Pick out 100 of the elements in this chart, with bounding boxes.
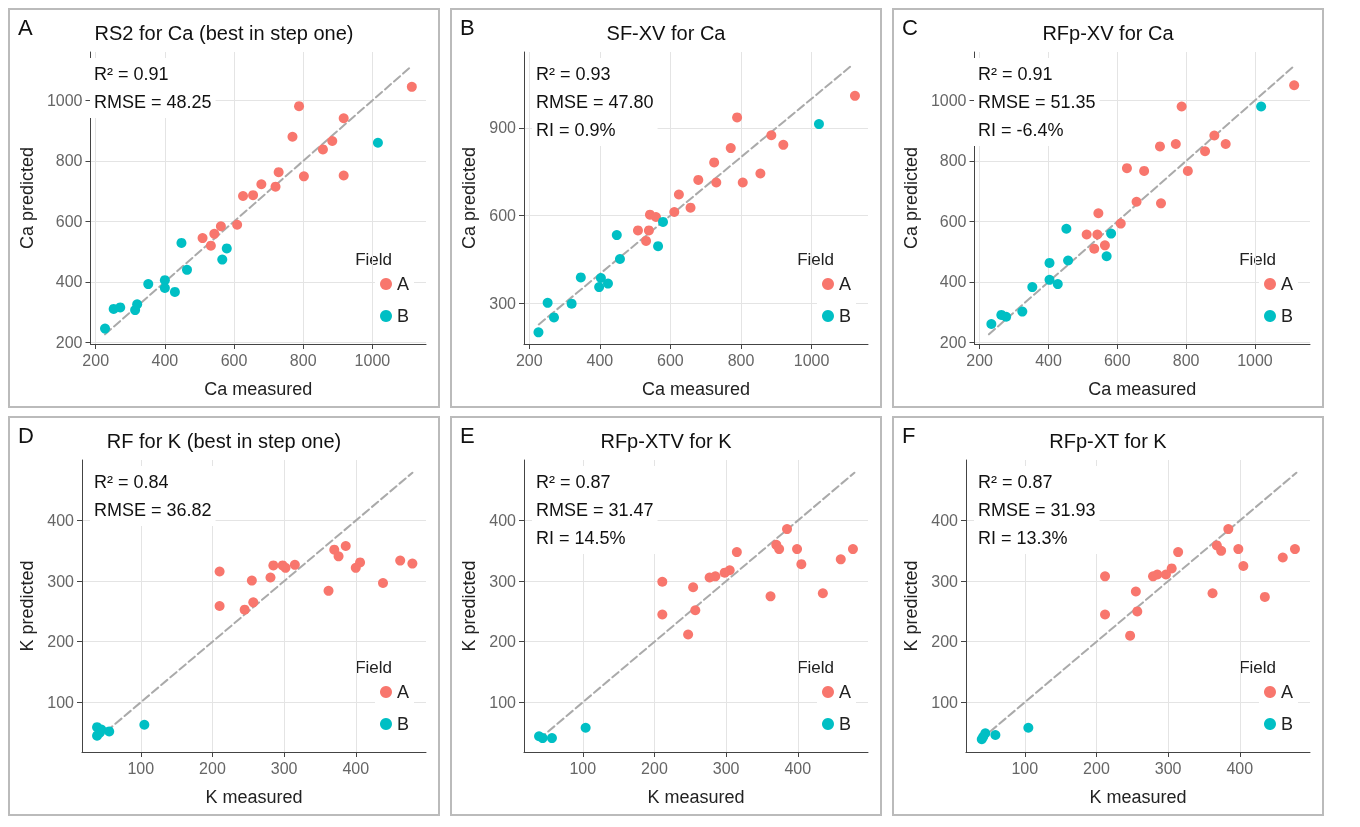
point [782,524,793,535]
point [1125,630,1136,641]
point [683,629,694,640]
point [755,168,766,179]
point [847,544,858,555]
point [1223,524,1234,535]
point [990,730,1001,741]
point [108,303,119,314]
point [849,90,860,101]
x-axis-title: K measured [205,787,303,807]
y-tick-label: 400 [939,273,967,291]
point [1139,165,1150,176]
annotation: RMSE = 51.35 [978,92,1096,112]
text: B [460,14,475,40]
point [792,544,803,555]
y-tick-label: 100 [931,693,959,711]
y-tick-label: 1000 [930,91,967,109]
annotation: RI = -6.4% [978,120,1064,140]
x-tick-label: 400 [342,759,370,777]
y-tick-label: 600 [55,212,83,230]
x-tick-label: 1000 [1237,351,1273,369]
point [709,157,720,168]
point [1044,257,1055,268]
annotation: R² = 0.93 [536,64,611,84]
x-tick-label: 400 [1226,759,1254,777]
annotation: RI = 0.9% [536,120,616,140]
x-tick-label: 200 [1083,759,1110,777]
point [657,576,668,587]
x-tick-label: 600 [1103,351,1131,369]
point [1160,569,1171,580]
x-tick-label: 600 [220,351,248,369]
point [1182,165,1193,176]
annotation: R² = 0.87 [536,472,611,492]
point [378,577,388,588]
point [1207,588,1218,599]
point [407,558,418,569]
point [1093,208,1104,219]
y-tick-label: 800 [55,152,83,170]
point [1115,218,1126,229]
point [1173,547,1184,558]
point [1001,311,1012,322]
text: C [902,14,918,40]
point [549,312,559,323]
chart-title: RFp-XTV for K [600,430,733,452]
text: D [18,422,34,448]
point [711,177,722,188]
point [732,112,743,123]
legend-title: Field [355,250,393,269]
point [796,559,807,570]
point [778,139,789,150]
x-tick-label: 400 [784,759,812,777]
point [1121,163,1132,174]
point [143,279,154,290]
x-tick-label: 300 [712,759,740,777]
point [1131,196,1142,207]
point [1089,243,1100,254]
y-tick-label: 800 [939,152,967,170]
point [835,554,846,565]
y-tick-label: 100 [47,693,75,711]
point [205,240,216,251]
point [1081,229,1092,240]
y-tick-label: 400 [489,512,517,530]
point [1216,545,1227,556]
x-tick-label: 600 [657,351,684,369]
text: A [18,14,33,40]
x-tick-label: 800 [289,351,317,369]
point [817,588,828,599]
annotation: RMSE = 48.25 [94,92,212,112]
point [289,559,300,570]
legend-title: Field [1239,658,1277,677]
x-tick-label: 200 [515,351,543,369]
annotation: RMSE = 31.47 [536,500,654,520]
point [1289,544,1300,555]
x-tick-label: 800 [727,351,755,369]
annotation: RI = 14.5% [536,528,626,548]
y-axis-title: Ca predicted [459,146,479,250]
point [1200,146,1211,157]
legend-label: A [838,274,852,294]
y-tick-label: 200 [931,633,959,651]
y-tick-label: 300 [931,572,959,590]
legend-label: B [396,714,410,734]
point [719,567,730,578]
point [1256,101,1267,112]
x-tick-label: 400 [1035,351,1062,369]
point [1233,544,1244,555]
y-tick-label: 300 [489,572,517,590]
point [406,81,417,92]
point [273,167,284,178]
point [209,228,220,239]
point [1099,240,1110,251]
point [372,137,383,148]
point [653,241,664,252]
point [1017,306,1028,317]
y-tick-label: 900 [489,119,517,137]
point [542,297,553,308]
point [139,719,150,730]
point [268,560,279,571]
annotation: R² = 0.84 [94,472,169,492]
point [340,541,351,552]
y-tick-label: 400 [931,512,959,530]
